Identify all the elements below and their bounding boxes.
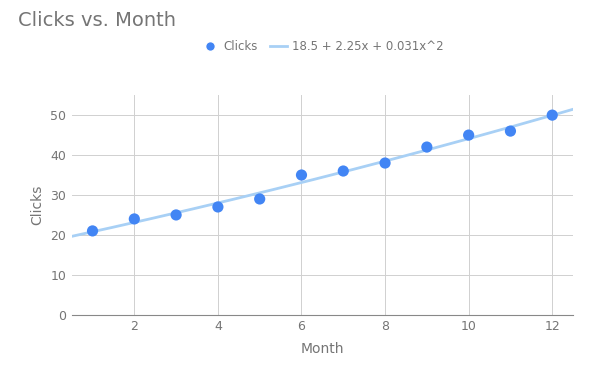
Point xyxy=(297,172,306,178)
Text: Clicks vs. Month: Clicks vs. Month xyxy=(18,11,176,30)
Point xyxy=(255,196,264,202)
Point xyxy=(464,132,473,138)
Point xyxy=(171,212,181,218)
Point xyxy=(130,216,139,222)
Point xyxy=(380,160,390,166)
Y-axis label: Clicks: Clicks xyxy=(30,185,45,225)
X-axis label: Month: Month xyxy=(301,341,344,356)
Point xyxy=(213,204,223,210)
Point xyxy=(338,168,348,174)
Point xyxy=(88,228,97,234)
Point xyxy=(506,128,515,134)
Point xyxy=(547,112,557,118)
Point xyxy=(422,144,432,150)
Legend: Clicks, 18.5 + 2.25x + 0.031x^2: Clicks, 18.5 + 2.25x + 0.031x^2 xyxy=(196,35,448,57)
